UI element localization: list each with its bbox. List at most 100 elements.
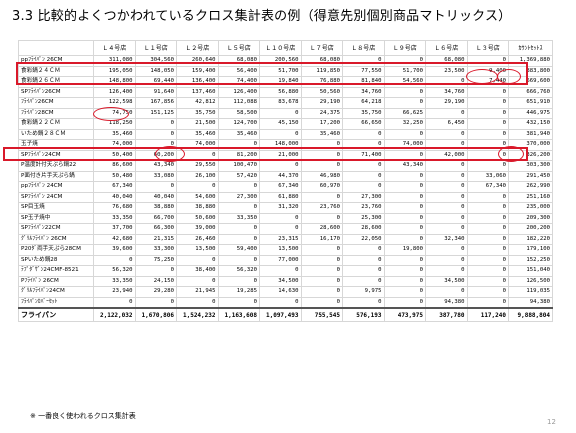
sales-value-cell: 35,460	[300, 128, 343, 140]
sales-value-cell: 21,945	[176, 286, 219, 298]
product-name-cell: 玉子焼	[18, 139, 94, 151]
sales-value-cell: 75,250	[134, 254, 177, 266]
table-row: ppﾌﾗｲﾊﾟﾝ 24CM 67,340 0 0 0 67,340 60,970 0 0 0 67,…	[18, 181, 553, 193]
sales-value-cell: 66,700	[134, 212, 177, 224]
sales-value-cell: 46,980	[300, 170, 343, 182]
product-name-cell: SP目玉焼	[18, 202, 94, 214]
sales-value-cell: 13,500	[176, 244, 219, 256]
sales-value-cell: 0	[425, 191, 468, 203]
sales-value-cell: 124,700	[217, 118, 260, 130]
table-row: 食彩鍋２６ＣＭ 148,800 69,440 136,400 74,400 19,840 7…	[18, 76, 553, 88]
sales-value-cell: 0	[342, 170, 385, 182]
sales-value-cell: 29,550	[176, 160, 219, 172]
sales-value-cell: 0	[466, 244, 509, 256]
table-row: SPいため鍋28 0 75,250 0 0 77,000 0 0 0 0 0 152,250	[18, 254, 553, 266]
sales-value-cell: 33,350	[217, 212, 260, 224]
sales-value-cell: 100,470	[217, 160, 260, 172]
table-row: ppﾌﾗｲﾊﾟﾝ 26CM 311,080 304,560 260,640 68,080…	[18, 55, 553, 67]
sales-value-cell: 81,200	[217, 149, 260, 161]
table-row: ﾌﾗｲﾊﾟﾝ26CM 122,598 167,856 42,812 112,088 83,…	[18, 97, 553, 109]
sales-value-cell: 0	[383, 212, 426, 224]
sales-value-cell: 0	[383, 170, 426, 182]
sales-value-cell: 0	[217, 275, 260, 287]
sales-value-cell: 16,170	[300, 233, 343, 245]
sales-value-cell: 35,460	[176, 128, 219, 140]
sales-value-cell: 0	[383, 191, 426, 203]
sales-value-cell: 0	[466, 233, 509, 245]
sales-value-cell: 0	[425, 254, 468, 266]
total-value-cell: 1,163,608	[217, 307, 260, 322]
sales-value-cell: 0	[259, 160, 302, 172]
sales-value-cell: 0	[176, 275, 219, 287]
sales-value-cell: 23,760	[342, 202, 385, 214]
table-row: 食彩鍋２２ＣＭ 118,250 0 21,500 124,700 45,150 17,200…	[18, 118, 553, 130]
sales-value-cell: 0	[342, 139, 385, 151]
sales-value-cell: 42,812	[176, 97, 219, 109]
cross-tab-table-container: Ｌ４号店 Ｌ１号店 Ｌ２号店 Ｌ５号店 Ｌ１０号店 Ｌ７号店 Ｌ８号店 Ｌ９号店 Ｌ６号店 Ｌ３号…	[18, 40, 553, 322]
sales-value-cell: 56,880	[259, 86, 302, 98]
sales-value-cell: 151,125	[134, 107, 177, 119]
product-name-cell: ppﾌﾗｲﾊﾟﾝ 24CM	[18, 181, 94, 193]
sales-value-cell: 0	[134, 139, 177, 151]
sales-value-cell: 35,750	[342, 107, 385, 119]
sales-value-cell: 0	[176, 296, 219, 309]
sales-value-cell: 76,880	[300, 76, 343, 88]
sales-value-cell: 235,000	[508, 202, 553, 214]
sales-value-cell: 0	[217, 223, 260, 235]
sales-value-cell: 24,150	[134, 275, 177, 287]
sales-value-cell: 50,480	[93, 170, 136, 182]
sales-value-cell: 40,040	[134, 191, 177, 203]
sales-value-cell: 0	[300, 139, 343, 151]
sales-value-cell: 0	[342, 244, 385, 256]
sales-value-cell: 0	[466, 286, 509, 298]
sales-value-cell: 0	[342, 296, 385, 309]
sales-value-cell: 68,080	[217, 55, 260, 67]
sales-value-cell: 9,400	[466, 65, 509, 77]
sales-value-cell: 74,750	[93, 107, 136, 119]
sales-value-cell: 77,550	[342, 65, 385, 77]
sales-value-cell: 66,300	[134, 223, 177, 235]
sales-value-cell: 7,440	[466, 76, 509, 88]
sales-value-cell: 0	[466, 160, 509, 172]
sales-value-cell: 651,910	[508, 97, 553, 109]
sales-value-cell: 0	[466, 223, 509, 235]
sales-value-cell: 182,220	[508, 233, 553, 245]
sales-value-cell: 74,400	[217, 76, 260, 88]
product-name-cell: ｸﾞﾘﾙﾌﾗｲﾊﾟﾝ24CM	[18, 286, 94, 298]
table-row: SPﾌﾗｲﾊﾟﾝ24CM 50,400 60,200 0 81,200 21,000 0 71…	[18, 149, 553, 161]
sales-value-cell: 66,625	[383, 107, 426, 119]
sales-value-cell: 119,850	[300, 65, 343, 77]
sales-value-cell: 60,200	[134, 149, 177, 161]
sales-value-cell: 26,100	[176, 170, 219, 182]
header-store: Ｌ４号店	[93, 40, 136, 56]
header-store: Ｌ１号店	[134, 40, 177, 56]
sales-value-cell: 81,840	[342, 76, 385, 88]
sales-value-cell: 0	[300, 254, 343, 266]
sales-value-cell: 0	[259, 265, 302, 277]
sales-value-cell: 19,840	[259, 76, 302, 88]
sales-value-cell: 38,880	[176, 202, 219, 214]
sales-value-cell: 50,560	[300, 86, 343, 98]
sales-value-cell: 91,640	[134, 86, 177, 98]
sales-value-cell: 21,000	[259, 149, 302, 161]
sales-value-cell: 69,440	[134, 76, 177, 88]
total-row: フライパン 2,122,032 1,670,806 1,524,232 1,163,60…	[18, 307, 553, 322]
sales-value-cell: 13,500	[259, 244, 302, 256]
sales-value-cell: 0	[425, 286, 468, 298]
product-name-cell: P20ﾀﾞ両手天ぷら28CM	[18, 244, 94, 256]
sales-value-cell: 68,080	[300, 55, 343, 67]
sales-value-cell: 251,160	[508, 191, 553, 203]
sales-value-cell: 0	[93, 254, 136, 266]
sales-value-cell: 74,000	[176, 139, 219, 151]
sales-value-cell: 119,035	[508, 286, 553, 298]
sales-value-cell: 19,285	[217, 286, 260, 298]
sales-value-cell: 33,350	[93, 275, 136, 287]
sales-value-cell: 0	[300, 296, 343, 309]
table-row: P20ﾀﾞ両手天ぷら28CM 39,600 33,300 13,500 59,400 13…	[18, 244, 553, 256]
sales-value-cell: 0	[383, 149, 426, 161]
sales-value-cell: 0	[425, 76, 468, 88]
sales-value-cell: 83,678	[259, 97, 302, 109]
sales-value-cell: 38,880	[134, 202, 177, 214]
sales-value-cell: 0	[217, 254, 260, 266]
sales-value-cell: 0	[425, 223, 468, 235]
